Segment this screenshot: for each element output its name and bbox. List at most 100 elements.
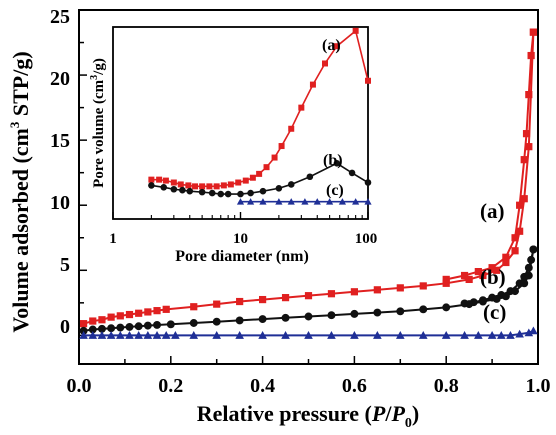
inset-series-b-point (333, 160, 341, 167)
x-tick-label: 1.0 (526, 375, 551, 397)
inset-series-b-point (364, 179, 372, 186)
inset-series-a-point (185, 182, 192, 189)
series-c-point (487, 331, 497, 339)
series-c-point (143, 331, 153, 339)
series-a-point (373, 286, 381, 294)
series-c-point (88, 331, 98, 339)
series-b-point (189, 319, 198, 327)
series-a-point (135, 309, 143, 317)
inset-series-c-point (326, 198, 334, 205)
inset-y-axis-title: Pore volume (cm3/g) (89, 58, 107, 188)
series-a-point (79, 320, 88, 328)
inset-series-a-point (192, 183, 199, 190)
series-a-desorption-line (445, 32, 535, 281)
inset-series-c-point (352, 198, 360, 205)
series-a-point (213, 300, 221, 308)
series-b-point (235, 316, 244, 325)
inset-plot-frame (112, 26, 369, 220)
series-c-point (529, 326, 538, 335)
inset-series-a-point (365, 77, 371, 84)
series-b-point (350, 309, 359, 318)
series-a-point (522, 130, 531, 138)
series-a-point (162, 305, 170, 313)
series-b-point (465, 300, 474, 309)
y-axis-title: Volume adsorbed (cm3 STP/g) (7, 51, 33, 332)
inset-series-a-point (206, 183, 213, 190)
series-a-point (488, 264, 496, 272)
inset-series-c-point (364, 198, 372, 205)
inset-series-a-point (242, 177, 249, 184)
x-tick-label: 0.8 (434, 375, 459, 397)
series-b-point (143, 321, 152, 330)
y-tick-label: 10 (50, 192, 70, 214)
inset-x-tick-label: 100 (355, 231, 378, 247)
series-b-point (501, 292, 510, 301)
series-b-point (125, 322, 134, 331)
series-b-point (258, 315, 267, 324)
inset-series-label-b: (b) (323, 152, 343, 169)
x-tick-label: 0.4 (250, 375, 275, 397)
inset-series-a-point (148, 176, 155, 183)
series-b-point (153, 320, 161, 329)
series-a-point (153, 307, 161, 315)
series-b-point (511, 287, 520, 296)
inset-series-c-point (301, 198, 309, 205)
inset-series-b-point (217, 190, 225, 198)
inset-series-b-point (186, 187, 194, 195)
inset-series-b-point (306, 173, 314, 181)
series-a-point (525, 90, 533, 99)
inset-series-a-point (298, 104, 305, 111)
series-a-point (502, 258, 510, 267)
inset-series-a-point (271, 154, 278, 161)
series-b-point (166, 320, 175, 329)
inset-series-b-point (148, 182, 155, 189)
inset-series-c-point (275, 198, 283, 205)
inset-series-b-point (348, 169, 356, 177)
series-b-point (88, 325, 97, 334)
inset-series-b-point (275, 184, 283, 192)
inset-axis-ticks (112, 212, 369, 219)
series-c-point (418, 331, 428, 339)
series-a-point (350, 288, 358, 296)
inset-series-b-point (224, 190, 232, 198)
series-a-point (460, 271, 469, 280)
series-b-point (134, 322, 143, 331)
series-b-point (520, 279, 529, 288)
y-tick-label: 15 (50, 130, 70, 152)
inset-series-a-point (170, 179, 177, 186)
series-a-point (281, 294, 290, 302)
inset-series-a-point (235, 179, 242, 186)
series-a-point (236, 297, 244, 306)
series-a-point (493, 266, 501, 274)
series-c-point (474, 331, 483, 339)
inset-series-a-point (177, 181, 184, 188)
series-b-point (212, 317, 221, 326)
series-c-point (97, 331, 107, 339)
inset-series-b-point (237, 190, 244, 198)
x-tick-label: 0.2 (158, 375, 183, 397)
inset-series-group (148, 27, 372, 205)
inset-series-a-point (309, 81, 316, 88)
series-a-point (107, 313, 115, 321)
series-c-point (258, 331, 267, 339)
inset-series-b-point (247, 189, 254, 197)
series-c-point (212, 331, 222, 339)
y-tick-label: 20 (50, 68, 70, 90)
inset-x-tick-label: 1 (109, 231, 117, 247)
series-a-point (520, 156, 528, 164)
series-c-point (460, 331, 469, 339)
series-a-point (529, 28, 538, 36)
inset-series-a-point (263, 164, 270, 171)
series-b-point (478, 297, 487, 306)
inset-series-b-point (259, 187, 267, 195)
inset-series-b-point (198, 188, 206, 196)
y-tick-label: 25 (50, 6, 70, 28)
series-b-point (107, 324, 116, 333)
series-a-point (479, 271, 487, 280)
series-b-point (527, 255, 536, 264)
series-b-point (79, 326, 88, 335)
series-a-point (520, 195, 528, 203)
series-c-point (496, 331, 506, 339)
main-series-group (79, 28, 538, 339)
series-a-point (304, 292, 313, 300)
